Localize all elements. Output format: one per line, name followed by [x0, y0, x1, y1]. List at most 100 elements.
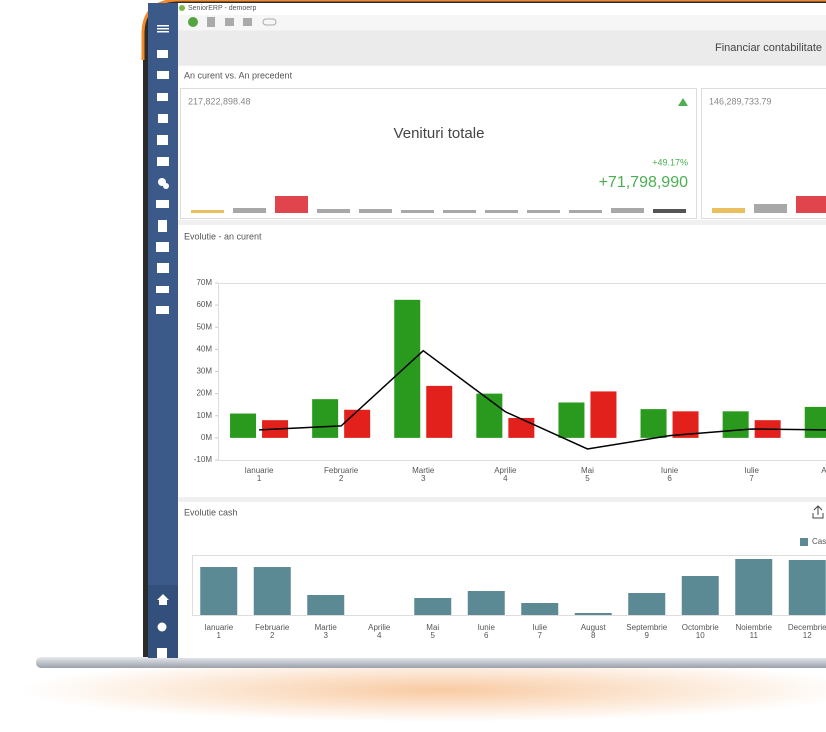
y-tick-label: 40M: [196, 344, 212, 353]
x-tick-number: 4: [377, 631, 382, 640]
section-title: An curent vs. An precedent: [184, 70, 293, 80]
x-tick-label: Februarie: [324, 466, 359, 475]
mini-bar: [191, 210, 224, 213]
y-tick-label: 60M: [196, 300, 212, 309]
mini-bar: [359, 209, 392, 213]
bar: [508, 417, 535, 438]
x-tick-number: 3: [324, 631, 329, 640]
report-icon[interactable]: [157, 648, 167, 658]
bar: [640, 409, 667, 438]
module-title: Financiar contabilitate: [715, 42, 822, 54]
trend-up-icon: [678, 98, 688, 106]
bar: [344, 409, 371, 438]
x-tick-label: Martie: [315, 623, 338, 632]
x-tick-number: 1: [257, 474, 262, 483]
toolbar-button[interactable]: [188, 17, 198, 27]
x-tick-number: 2: [270, 631, 275, 640]
x-tick-number: 10: [696, 631, 705, 640]
x-tick-number: 3: [421, 474, 426, 483]
sidebar[interactable]: [148, 3, 178, 658]
settings-icon[interactable]: [157, 622, 167, 632]
x-tick-label: Iulie: [744, 466, 759, 475]
y-tick-label: -10M: [194, 455, 213, 464]
x-tick-number: 6: [484, 631, 489, 640]
mini-bar: [401, 210, 434, 213]
bar: [521, 603, 559, 615]
laptop-base: [36, 657, 826, 668]
bar: [574, 613, 612, 615]
x-tick-label: Ianuarie: [204, 623, 233, 632]
x-tick-label: August: [821, 466, 826, 475]
x-tick-label: Decembrie: [788, 623, 826, 632]
toolbar-button[interactable]: [207, 17, 215, 27]
bar: [394, 299, 421, 438]
x-tick-label: Ianuarie: [245, 466, 274, 475]
bar: [312, 399, 339, 438]
bar: [426, 385, 453, 438]
bar: [200, 567, 238, 615]
x-tick-number: 1: [217, 631, 222, 640]
y-tick-label: 30M: [196, 367, 212, 376]
x-tick-label: Mai: [581, 466, 594, 475]
line: [259, 349, 826, 450]
x-tick-label: August: [581, 623, 607, 632]
x-tick-label: Iunie: [661, 466, 679, 475]
x-tick-label: Martie: [412, 466, 435, 475]
window-title: SeniorERP - demoerp: [188, 5, 256, 12]
toolbar: [178, 15, 826, 30]
sidebar-icons[interactable]: [156, 25, 169, 314]
y-tick-label: 10M: [196, 411, 212, 420]
x-tick-label: Aprilie: [368, 623, 391, 632]
kpi-card[interactable]: [180, 88, 697, 219]
x-tick-number: 11: [750, 631, 759, 640]
bar: [788, 560, 826, 615]
mini-bar: [796, 196, 826, 213]
bar: [722, 411, 749, 438]
x-tick-label: Noiembrie: [736, 623, 773, 632]
bar: [804, 406, 826, 438]
legend-swatch: [800, 538, 808, 546]
kpi-change-percent: +49.17%: [652, 157, 688, 167]
chart-title: Evolutie - an curent: [184, 231, 262, 241]
x-tick-label: Septembrie: [626, 623, 667, 632]
legend-label: Cash: [812, 537, 826, 546]
mini-bar: [712, 208, 745, 213]
mini-bar: [754, 204, 787, 213]
x-tick-number: 8: [591, 631, 596, 640]
x-tick-number: 6: [667, 474, 672, 483]
plot-area: [192, 555, 826, 616]
module-header: [178, 31, 826, 65]
chart-title: Evolutie cash: [184, 507, 238, 517]
toolbar-button[interactable]: [225, 18, 234, 26]
y-tick-label: 0M: [201, 433, 212, 442]
x-tick-number: 5: [431, 631, 436, 640]
titlebar: [178, 3, 826, 15]
kpi-amount: 146,289,733.79: [709, 96, 772, 106]
x-tick-label: Mai: [426, 623, 439, 632]
x-tick-number: 7: [749, 474, 754, 483]
mini-bar: [443, 210, 476, 213]
x-tick-label: Iunie: [478, 623, 496, 632]
bar: [681, 576, 719, 615]
home-icon[interactable]: [157, 594, 169, 605]
y-tick-label: 50M: [196, 322, 212, 331]
export-icon[interactable]: [812, 505, 824, 519]
bar: [558, 402, 585, 438]
x-tick-number: 7: [538, 631, 543, 640]
x-tick-number: 4: [503, 474, 508, 483]
y-tick-label: 70M: [196, 278, 212, 287]
bar: [307, 595, 345, 615]
toolbar-button[interactable]: [243, 18, 252, 26]
mini-bar: [611, 208, 644, 213]
x-tick-number: 2: [339, 474, 344, 483]
x-tick-number: 5: [585, 474, 590, 483]
bar: [253, 567, 291, 615]
x-tick-number: 9: [645, 631, 650, 640]
bar: [476, 393, 503, 438]
toolbar-button[interactable]: [262, 18, 277, 26]
x-tick-label: Iulie: [532, 623, 547, 632]
chart-panel: [178, 225, 826, 497]
mini-bar: [275, 196, 308, 213]
